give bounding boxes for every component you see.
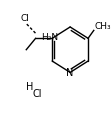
Text: CH₃: CH₃ xyxy=(93,22,110,31)
Text: N: N xyxy=(66,68,73,78)
Text: H: H xyxy=(26,81,33,91)
Text: H₂N: H₂N xyxy=(40,33,57,42)
Text: Cl: Cl xyxy=(21,14,29,23)
Text: Cl: Cl xyxy=(32,88,41,98)
